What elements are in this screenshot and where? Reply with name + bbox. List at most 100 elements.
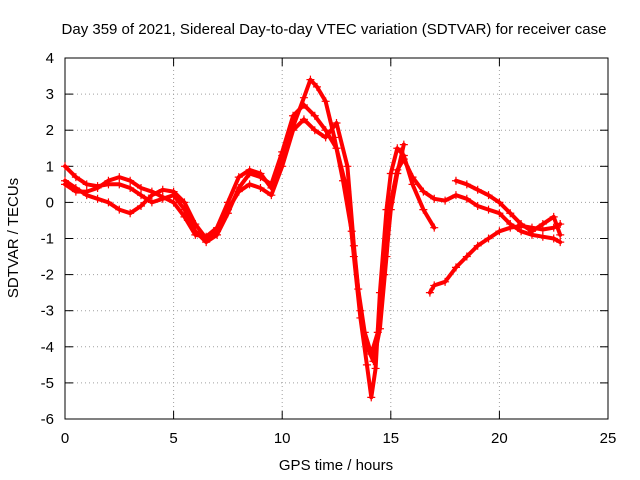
- axis-ticks: [64, 57, 609, 420]
- data-point: [137, 202, 146, 211]
- data-point: [71, 173, 80, 182]
- data-point: [419, 205, 428, 214]
- series-track-3: [61, 75, 408, 359]
- x-tick-label: 20: [491, 430, 508, 447]
- data-point: [441, 196, 450, 205]
- data-point: [419, 187, 428, 196]
- data-point: [517, 220, 526, 229]
- chart-title: Day 359 of 2021, Sidereal Day-to-day VTE…: [62, 21, 607, 38]
- data-point: [245, 165, 254, 174]
- data-point: [245, 180, 254, 189]
- data-point: [321, 133, 330, 142]
- data-point: [115, 205, 124, 214]
- data-point: [82, 180, 91, 189]
- x-tick-labels: 0 5 10 15 20 25: [61, 430, 617, 447]
- data-point: [380, 270, 389, 279]
- data-point: [473, 241, 482, 250]
- data-point: [495, 227, 504, 236]
- x-tick-label: 5: [169, 430, 177, 447]
- data-point: [180, 212, 189, 221]
- data-point: [362, 360, 371, 369]
- data-point: [289, 122, 298, 131]
- data-point: [321, 97, 330, 106]
- data-point: [104, 198, 113, 207]
- data-point: [191, 230, 200, 239]
- data-point: [310, 126, 319, 135]
- data-point: [234, 187, 243, 196]
- data-point: [495, 209, 504, 218]
- data-point: [339, 176, 348, 185]
- data-point: [93, 183, 102, 192]
- x-tick-label: 15: [382, 430, 399, 447]
- data-point: [462, 194, 471, 203]
- data-point: [147, 198, 156, 207]
- data-point: [180, 198, 189, 207]
- data-point: [393, 169, 402, 178]
- data-point: [430, 281, 439, 290]
- data-point: [506, 209, 515, 218]
- y-tick-label: -1: [41, 231, 54, 248]
- data-point: [367, 350, 376, 359]
- grid: [65, 58, 608, 419]
- y-tick-label: 3: [46, 86, 54, 103]
- data-point: [556, 230, 565, 239]
- data-point: [556, 238, 565, 247]
- data-point: [451, 176, 460, 185]
- data-point: [278, 151, 287, 160]
- data-point: [306, 75, 315, 84]
- data-point: [299, 115, 308, 124]
- data-point: [408, 180, 417, 189]
- data-point: [158, 192, 167, 201]
- data-point: [256, 183, 265, 192]
- data-point: [256, 169, 265, 178]
- data-point: [441, 277, 450, 286]
- data-point: [312, 82, 321, 91]
- data-point: [549, 234, 558, 243]
- data-point: [451, 263, 460, 272]
- data-point: [538, 220, 547, 229]
- data-point: [393, 144, 402, 153]
- data-point: [343, 162, 352, 171]
- y-tick-label: -3: [41, 303, 54, 320]
- data-point: [367, 393, 376, 402]
- data-point: [202, 232, 211, 241]
- data-point: [369, 357, 378, 366]
- y-tick-label: -6: [41, 411, 54, 428]
- data-point: [115, 173, 124, 182]
- data-point: [462, 252, 471, 261]
- data-point: [61, 162, 69, 171]
- data-point: [104, 176, 113, 185]
- data-point: [223, 198, 232, 207]
- data-point: [213, 223, 222, 232]
- data-point: [267, 183, 276, 192]
- data-point: [473, 202, 482, 211]
- data-point: [347, 227, 356, 236]
- data-point: [267, 191, 276, 200]
- y-tick-label: 2: [46, 122, 54, 139]
- x-axis-label: GPS time / hours: [279, 457, 393, 474]
- data-point: [61, 180, 69, 189]
- data-point: [462, 180, 471, 189]
- data-point: [425, 288, 434, 297]
- data-point: [158, 185, 167, 194]
- data-point: [538, 232, 547, 241]
- x-tick-label: 25: [600, 430, 617, 447]
- data-point: [169, 187, 178, 196]
- data-point: [386, 205, 395, 214]
- y-tick-label: -5: [41, 375, 54, 392]
- data-point: [451, 191, 460, 200]
- data-point: [191, 220, 200, 229]
- y-tick-label: 1: [46, 158, 54, 175]
- data-point: [549, 212, 558, 221]
- data-point: [430, 194, 439, 203]
- data-point: [332, 118, 341, 127]
- data-point: [234, 173, 243, 182]
- y-tick-labels: -6 -5 -4 -3 -2 -1 0 1 2 3 4: [41, 50, 54, 428]
- data-point: [495, 198, 504, 207]
- data-point: [484, 205, 493, 214]
- data-point: [399, 140, 408, 149]
- data-point: [371, 364, 380, 373]
- y-tick-label: -2: [41, 267, 54, 284]
